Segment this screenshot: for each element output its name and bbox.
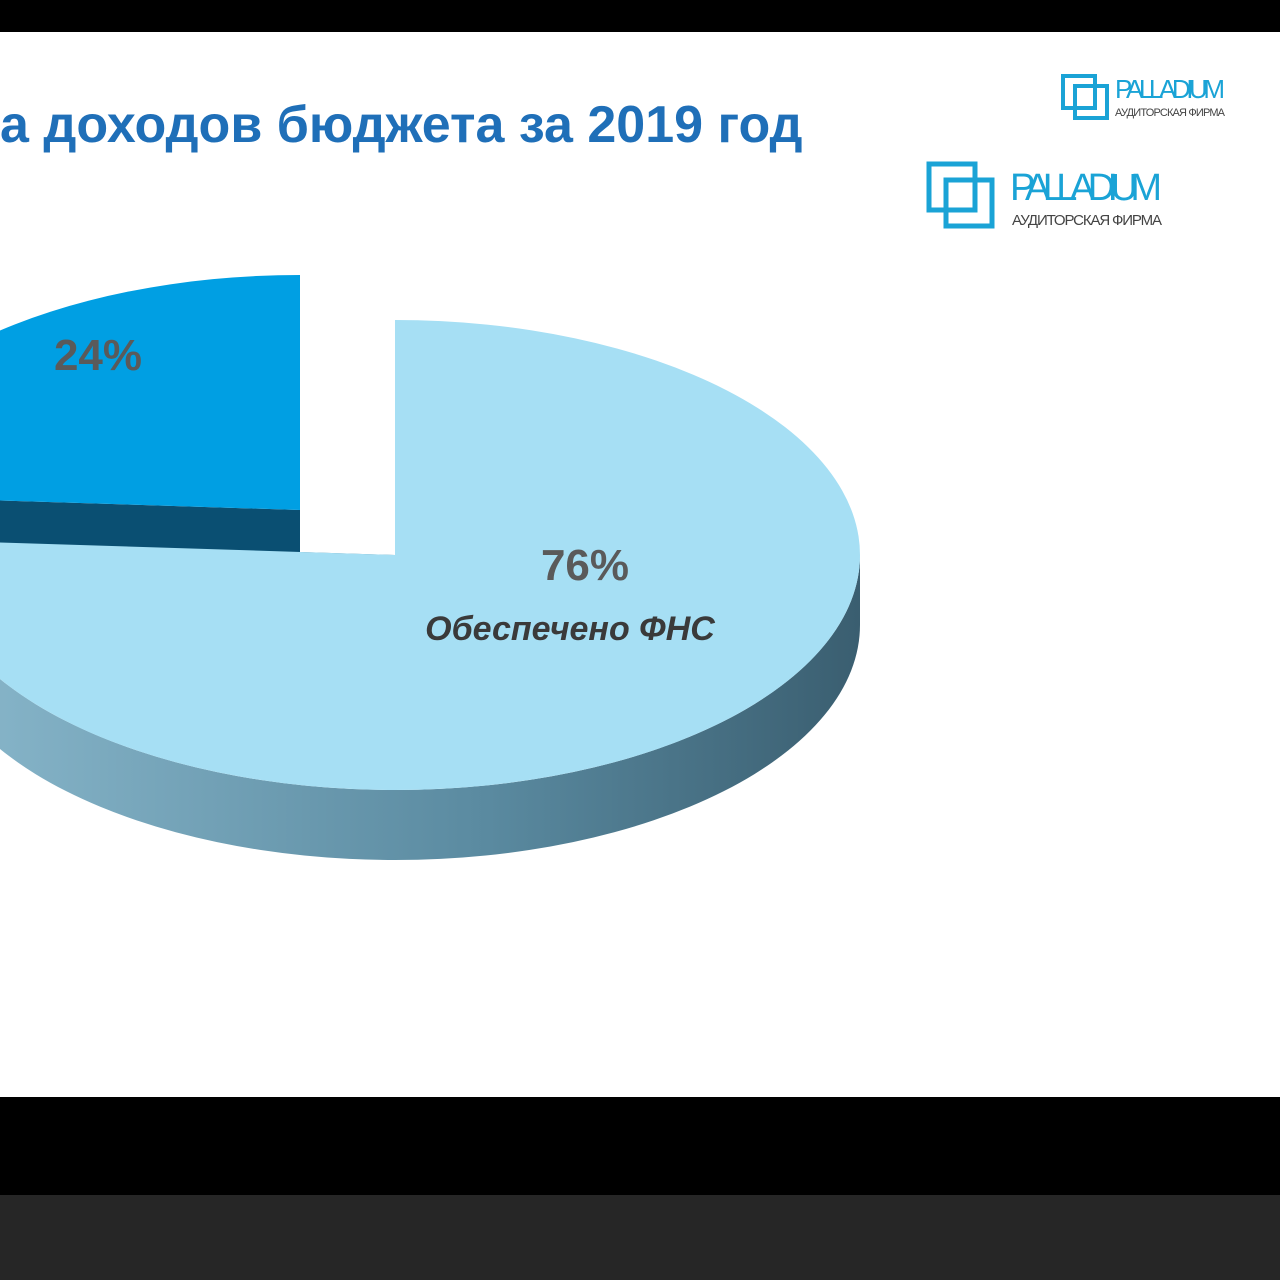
logo: PALLADIUM АУДИТОРСКАЯ ФИРМА — [926, 161, 1162, 229]
logo-icon — [1073, 84, 1109, 120]
logo-subtitle: АУДИТОРСКАЯ ФИРМА — [1012, 212, 1162, 229]
logo-name: PALLADIUM — [1115, 74, 1225, 104]
logo-icon — [926, 161, 978, 213]
value-label: 76% — [541, 541, 629, 590]
logo: PALLADIUM АУДИТОРСКАЯ ФИРМА — [1061, 74, 1226, 120]
pie-chart: 76% Обеспечено ФНС 24% — [0, 275, 860, 860]
slide-title: а доходов бюджета за 2019 год — [0, 96, 803, 154]
pie-side — [0, 555, 860, 860]
value-label: 24% — [54, 331, 142, 380]
logo-icon — [1061, 74, 1097, 110]
pie-slice — [0, 320, 860, 790]
logo-subtitle: АУДИТОРСКАЯ ФИРМА — [1115, 107, 1226, 119]
top-bar — [0, 0, 1280, 32]
category-label: Обеспечено ФНС — [425, 610, 715, 648]
bottom-bar — [0, 1195, 1280, 1280]
logo-name: PALLADIUM — [1010, 167, 1162, 209]
player-bar — [0, 1097, 1280, 1195]
logo-icon — [943, 177, 995, 229]
pie-slice — [0, 275, 300, 510]
